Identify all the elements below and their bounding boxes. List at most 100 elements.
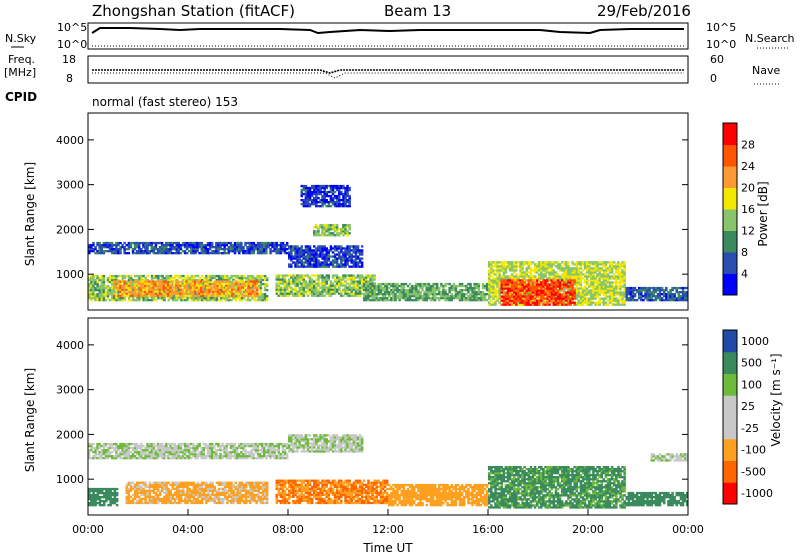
heatmap-cell bbox=[121, 288, 124, 291]
heatmap-cell bbox=[300, 286, 303, 289]
heatmap-cell bbox=[552, 281, 556, 284]
heatmap-cell bbox=[329, 234, 333, 237]
heatmap-cell bbox=[344, 251, 347, 254]
heatmap-cell bbox=[619, 267, 622, 270]
heatmap-cell bbox=[196, 246, 199, 249]
heatmap-cell bbox=[163, 291, 166, 294]
heatmap-cell bbox=[346, 230, 349, 233]
heatmap-cell bbox=[283, 252, 287, 255]
heatmap-cell bbox=[615, 291, 618, 294]
heatmap-cell bbox=[333, 286, 337, 289]
heatmap-cell bbox=[358, 261, 362, 264]
heatmap-cell bbox=[648, 299, 651, 302]
heatmap-cell bbox=[575, 291, 578, 294]
heatmap-cell bbox=[160, 280, 164, 283]
heatmap-cell bbox=[217, 278, 221, 282]
heatmap-cell bbox=[492, 261, 495, 264]
heatmap-cell bbox=[123, 246, 126, 249]
heatmap-cell bbox=[517, 285, 520, 288]
heatmap-cell bbox=[544, 273, 547, 276]
heatmap-cell bbox=[321, 224, 324, 227]
heatmap-cell bbox=[310, 194, 314, 198]
heatmap-cell bbox=[521, 269, 524, 272]
heatmap-cell bbox=[249, 294, 253, 297]
heatmap-cell bbox=[245, 299, 248, 302]
heatmap-cell bbox=[331, 261, 335, 264]
heatmap-cell bbox=[340, 257, 343, 260]
heatmap-cell bbox=[525, 275, 528, 278]
heatmap-cell bbox=[529, 301, 533, 304]
heatmap-cell bbox=[565, 301, 568, 304]
heatmap-cell bbox=[540, 293, 543, 296]
heatmap-cell bbox=[502, 275, 506, 278]
heatmap-cell bbox=[139, 284, 143, 287]
heatmap-cell bbox=[446, 297, 449, 300]
heatmap-cell bbox=[98, 291, 101, 294]
heatmap-cell bbox=[148, 280, 151, 283]
heatmap-cell bbox=[569, 303, 572, 306]
heatmap-cell bbox=[556, 275, 560, 278]
heatmap-cell bbox=[558, 303, 562, 306]
heatmap-cell bbox=[192, 246, 195, 249]
heatmap-cell bbox=[590, 293, 593, 296]
heatmap-cell bbox=[335, 263, 339, 266]
heatmap-cell bbox=[205, 278, 208, 282]
heatmap-cell bbox=[602, 275, 606, 278]
heatmap-cell bbox=[685, 297, 689, 300]
heatmap-cell bbox=[606, 267, 610, 270]
heatmap-cell bbox=[253, 280, 257, 283]
heatmap-cell bbox=[123, 289, 127, 292]
heatmap-cell bbox=[288, 263, 291, 266]
heatmap-cell bbox=[585, 261, 589, 264]
heatmap-cell bbox=[166, 288, 170, 291]
heatmap-cell bbox=[500, 265, 503, 268]
heatmap-cell bbox=[615, 281, 618, 284]
heatmap-cell bbox=[317, 253, 320, 256]
heatmap-cell bbox=[129, 276, 133, 280]
heatmap-cell bbox=[548, 261, 551, 264]
heatmap-cell bbox=[315, 230, 318, 233]
heatmap-cell bbox=[623, 265, 626, 268]
heatmap-cell bbox=[515, 295, 518, 298]
heatmap-cell bbox=[304, 245, 308, 248]
heatmap-cell bbox=[525, 289, 528, 292]
heatmap-cell bbox=[224, 284, 228, 287]
heatmap-cell bbox=[238, 241, 241, 245]
heatmap-cell bbox=[340, 280, 343, 283]
heatmap-cell bbox=[342, 226, 345, 229]
heatmap-cell bbox=[575, 289, 578, 292]
heatmap-cell bbox=[190, 274, 194, 278]
heatmap-cell bbox=[465, 286, 468, 290]
heatmap-cell bbox=[617, 273, 620, 276]
heatmap-cell bbox=[160, 294, 164, 297]
heatmap-cell bbox=[321, 294, 324, 297]
heatmap-cell bbox=[177, 282, 180, 285]
heatmap-cell bbox=[535, 287, 539, 290]
heatmap-cell bbox=[142, 246, 145, 249]
heatmap-cell bbox=[108, 241, 112, 245]
heatmap-cell bbox=[189, 294, 193, 297]
heatmap-cell bbox=[302, 265, 306, 268]
heatmap-cell bbox=[556, 293, 560, 296]
heatmap-cell bbox=[615, 267, 618, 270]
heatmap-cell bbox=[158, 246, 162, 249]
heatmap-cell bbox=[185, 248, 189, 251]
heatmap-cell bbox=[236, 280, 240, 284]
heatmap-cell bbox=[119, 284, 122, 287]
heatmap-cell bbox=[163, 299, 166, 302]
heatmap-cell bbox=[140, 248, 143, 251]
heatmap-cell bbox=[275, 282, 278, 285]
heatmap-cell bbox=[615, 287, 618, 290]
heatmap-cell bbox=[635, 289, 639, 292]
heatmap-cell bbox=[325, 261, 328, 264]
heatmap-cell bbox=[247, 286, 251, 289]
heatmap-cell bbox=[136, 282, 139, 286]
heatmap-cell bbox=[563, 293, 566, 296]
heatmap-cell bbox=[508, 263, 512, 266]
heatmap-cell bbox=[222, 278, 225, 282]
heatmap-cell bbox=[302, 253, 306, 256]
heatmap-cell bbox=[292, 247, 295, 250]
heatmap-cell bbox=[96, 274, 99, 278]
heatmap-cell bbox=[152, 248, 156, 251]
heatmap-cell bbox=[613, 297, 616, 300]
